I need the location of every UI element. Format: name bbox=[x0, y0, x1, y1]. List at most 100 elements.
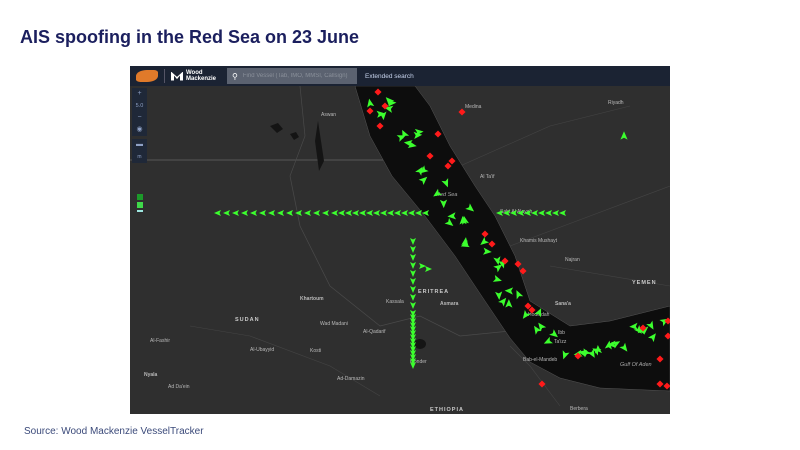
vessel-marker[interactable] bbox=[587, 348, 597, 360]
flagged-vessel-marker[interactable] bbox=[514, 260, 522, 268]
vessel-marker[interactable] bbox=[441, 178, 451, 188]
vessel-marker[interactable] bbox=[461, 237, 469, 246]
vessel-marker[interactable] bbox=[478, 236, 490, 248]
layer-icon[interactable] bbox=[136, 202, 143, 208]
vessel-marker[interactable] bbox=[545, 210, 552, 216]
flagged-vessel-marker[interactable] bbox=[663, 382, 670, 390]
vessel-marker[interactable] bbox=[352, 210, 359, 216]
vessel-marker[interactable] bbox=[394, 210, 401, 216]
vessel-marker[interactable] bbox=[647, 331, 659, 343]
flagged-vessel-marker[interactable] bbox=[448, 157, 456, 165]
vessel-marker[interactable] bbox=[418, 174, 430, 186]
vessel-marker[interactable] bbox=[373, 210, 380, 216]
search-icon[interactable]: ⚲ bbox=[232, 71, 238, 81]
vessel-marker[interactable] bbox=[410, 246, 416, 253]
flagged-vessel-marker[interactable] bbox=[501, 257, 509, 265]
vessel-marker[interactable] bbox=[410, 350, 416, 357]
vessel-marker[interactable] bbox=[250, 210, 257, 216]
flagged-vessel-marker[interactable] bbox=[639, 324, 647, 332]
flagged-vessel-marker[interactable] bbox=[574, 352, 582, 360]
vessel-marker[interactable] bbox=[295, 210, 302, 216]
vessel-marker[interactable] bbox=[495, 291, 503, 300]
vessel-marker[interactable] bbox=[410, 314, 416, 321]
vessel-marker[interactable] bbox=[304, 210, 311, 216]
zoom-out-button[interactable]: − bbox=[137, 114, 142, 121]
vessel-marker[interactable] bbox=[410, 358, 416, 365]
vessel-marker[interactable] bbox=[338, 210, 345, 216]
vessel-marker[interactable] bbox=[510, 210, 517, 216]
vessel-marker[interactable] bbox=[410, 238, 416, 245]
vessel-marker[interactable] bbox=[387, 210, 394, 216]
vessel-marker[interactable] bbox=[399, 128, 410, 140]
vessel-marker[interactable] bbox=[410, 318, 416, 325]
vessel-marker[interactable] bbox=[447, 212, 457, 220]
vessel-marker[interactable] bbox=[504, 287, 514, 295]
vessel-marker[interactable] bbox=[410, 362, 416, 369]
vessel-marker[interactable] bbox=[418, 165, 429, 176]
flagged-vessel-marker[interactable] bbox=[366, 107, 374, 115]
vessel-marker[interactable] bbox=[410, 270, 416, 277]
vessel-marker[interactable] bbox=[549, 329, 560, 340]
vessel-marker[interactable] bbox=[410, 254, 416, 261]
ruler-icon[interactable]: ▬ bbox=[136, 141, 143, 148]
vessel-marker[interactable] bbox=[415, 210, 422, 216]
vessel-marker[interactable] bbox=[259, 210, 266, 216]
vessel-marker[interactable] bbox=[552, 210, 559, 216]
vessel-marker[interactable] bbox=[496, 210, 503, 216]
vessel-marker[interactable] bbox=[223, 210, 230, 216]
flagged-vessel-marker[interactable] bbox=[381, 102, 389, 110]
vessel-marker[interactable] bbox=[410, 342, 416, 349]
vessel-marker[interactable] bbox=[383, 95, 395, 106]
vessel-marker[interactable] bbox=[439, 199, 448, 209]
vessel-marker[interactable] bbox=[410, 322, 416, 329]
flagged-vessel-marker[interactable] bbox=[519, 267, 527, 275]
vessel-marker[interactable] bbox=[520, 309, 531, 321]
vessel-marker[interactable] bbox=[646, 320, 656, 332]
vessel-marker[interactable] bbox=[425, 266, 432, 272]
vessel-marker[interactable] bbox=[380, 210, 387, 216]
vessel-marker[interactable] bbox=[503, 210, 510, 216]
vessel-marker[interactable] bbox=[534, 307, 544, 318]
vessel-marker[interactable] bbox=[359, 210, 366, 216]
vessel-marker[interactable] bbox=[410, 286, 416, 293]
vessel-marker[interactable] bbox=[531, 324, 542, 335]
vessel-marker[interactable] bbox=[422, 210, 429, 216]
flagged-vessel-marker[interactable] bbox=[481, 230, 489, 238]
vessel-marker[interactable] bbox=[331, 210, 338, 216]
flagged-vessel-marker[interactable] bbox=[664, 317, 670, 325]
vessel-marker[interactable] bbox=[410, 278, 416, 285]
vessel-marker[interactable] bbox=[410, 294, 416, 301]
vessel-marker[interactable] bbox=[492, 274, 503, 284]
vessel-marker[interactable] bbox=[410, 330, 416, 337]
vessel-marker[interactable] bbox=[410, 338, 416, 345]
flagged-vessel-marker[interactable] bbox=[538, 380, 546, 388]
vessel-marker[interactable] bbox=[493, 262, 504, 273]
flagged-vessel-marker[interactable] bbox=[656, 355, 664, 363]
vessel-marker[interactable] bbox=[535, 321, 547, 332]
map-canvas[interactable]: Aswan Medina Riyadh Al Ta'if Sabt Al Alayah K… bbox=[130, 66, 670, 414]
vessel-marker[interactable] bbox=[366, 210, 373, 216]
vessel-marker[interactable] bbox=[410, 354, 416, 361]
vessel-marker[interactable] bbox=[594, 344, 602, 354]
vessel-marker[interactable] bbox=[277, 210, 284, 216]
vessel-marker[interactable] bbox=[232, 210, 239, 216]
flagged-vessel-marker[interactable] bbox=[374, 88, 382, 96]
vessel-marker[interactable] bbox=[498, 295, 509, 307]
vessel-marker[interactable] bbox=[413, 131, 423, 140]
vessel-marker[interactable] bbox=[379, 111, 387, 121]
flagged-vessel-marker[interactable] bbox=[458, 108, 466, 116]
vessel-search-input[interactable] bbox=[242, 73, 348, 79]
vessel-marker[interactable] bbox=[214, 210, 221, 216]
vessel-marker[interactable] bbox=[268, 210, 275, 216]
vessel-marker[interactable] bbox=[410, 262, 416, 269]
layer-icon[interactable] bbox=[136, 210, 143, 212]
flagged-vessel-marker[interactable] bbox=[434, 130, 442, 138]
vessel-marker[interactable] bbox=[465, 203, 476, 214]
vessel-marker[interactable] bbox=[513, 289, 524, 300]
zoom-in-button[interactable]: + bbox=[137, 90, 142, 97]
vessel-marker[interactable] bbox=[401, 210, 408, 216]
vessel-marker[interactable] bbox=[542, 336, 553, 347]
vessel-marker[interactable] bbox=[410, 346, 416, 353]
vessel-marker[interactable] bbox=[560, 350, 570, 360]
